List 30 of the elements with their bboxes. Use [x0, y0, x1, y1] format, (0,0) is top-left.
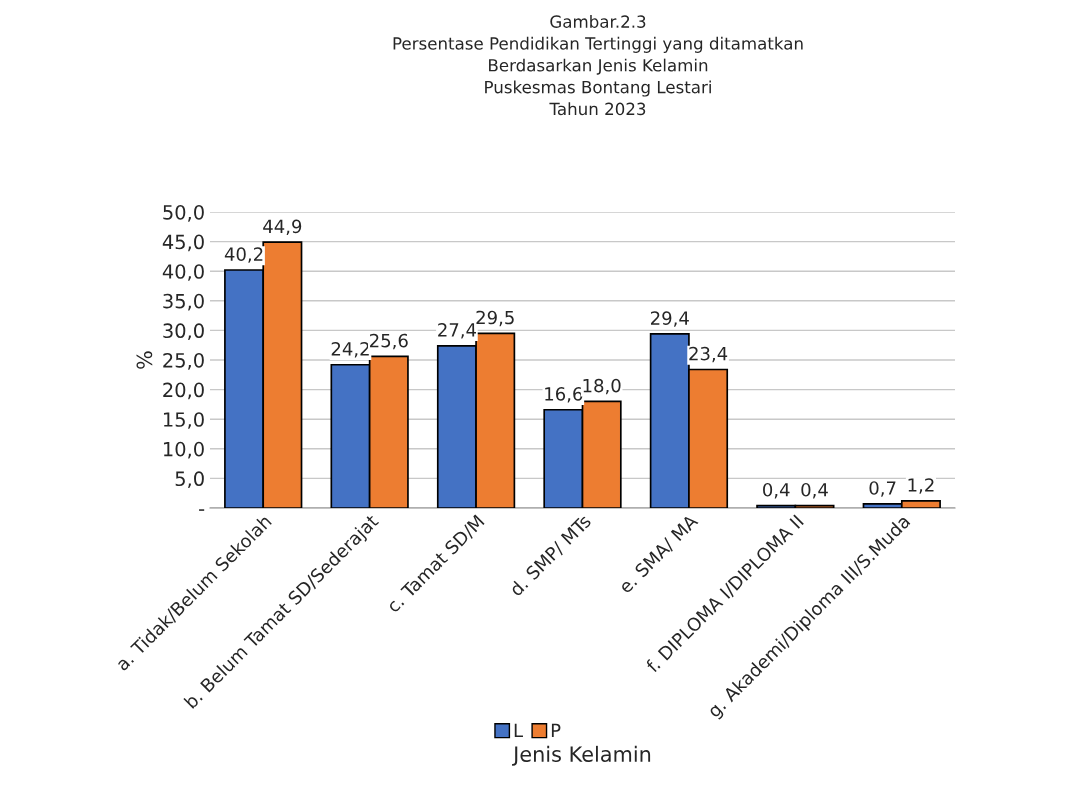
- data-label: 24,2: [331, 342, 369, 358]
- y-tick-label: 15,0: [163, 412, 204, 429]
- legend-label: P: [551, 723, 561, 737]
- data-label: 40,2: [224, 247, 263, 263]
- data-label: 16,6: [545, 387, 583, 403]
- y-tick-label: -: [199, 509, 205, 511]
- y-tick-label: 35,0: [163, 293, 204, 311]
- data-label: 29,4: [650, 311, 689, 327]
- y-axis-title: %: [136, 351, 153, 369]
- y-tick-label: 30,0: [163, 323, 204, 341]
- legend-label: L: [514, 723, 523, 737]
- data-label: 0,4: [763, 482, 790, 499]
- data-label: 29,5: [476, 310, 514, 327]
- data-label: 0,4: [801, 482, 828, 499]
- y-tick-label: 25,0: [163, 352, 204, 370]
- data-label: 27,4: [438, 323, 476, 339]
- chart-title: Gambar.2.3 Persentase Pendidikan Tertinggi yang ditamatkan Berdasarkan Jenis Kelamin Puskesmas Bontang Lestari Tahun 2023: [393, 15, 803, 116]
- y-tick-label: 40,0: [162, 264, 204, 281]
- y-tick-label: 45,0: [162, 234, 204, 252]
- y-tick-label: 5,0: [175, 471, 204, 489]
- y-tick-label: 20,0: [163, 382, 204, 400]
- y-tick-label: 50,0: [163, 204, 204, 222]
- data-label: 0,7: [869, 481, 896, 497]
- data-label: 23,4: [689, 346, 728, 363]
- data-label: 44,9: [263, 219, 302, 235]
- data-label: 25,6: [370, 333, 408, 350]
- data-label: 1,2: [908, 478, 934, 494]
- data-label: 18,0: [583, 378, 621, 395]
- y-tick-label: 10,0: [163, 441, 204, 459]
- x-axis-title: Jenis Kelamin: [512, 745, 651, 766]
